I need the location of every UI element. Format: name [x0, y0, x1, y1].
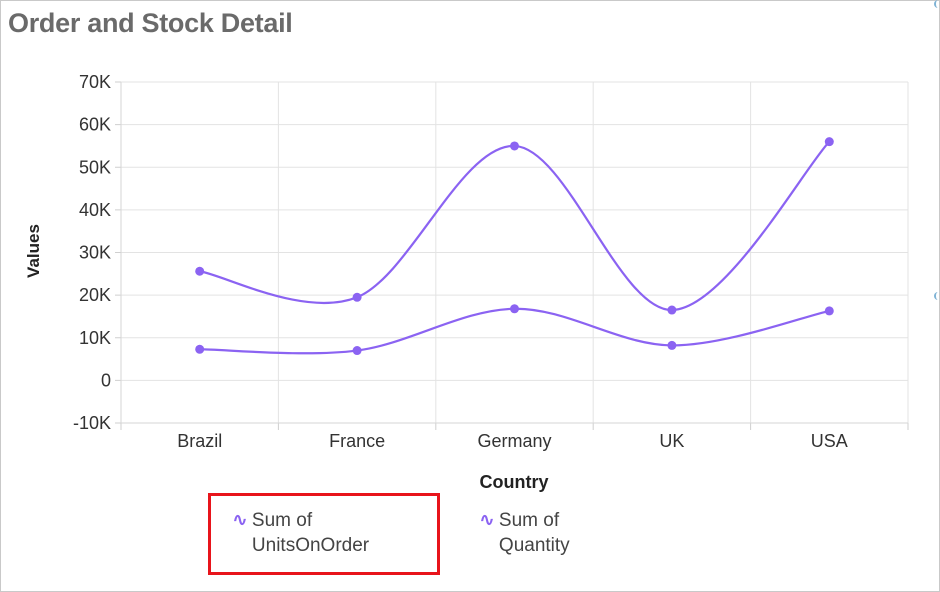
- y-tick-label: 20K: [79, 285, 111, 305]
- series-line: [199, 307, 830, 355]
- legend-item-units-on-order[interactable]: ∿ Sum of UnitsOnOrder: [232, 508, 402, 558]
- y-tick-label: 40K: [79, 200, 111, 220]
- data-point: [195, 344, 205, 354]
- y-axis: -10K 0 10K 20K 30K 40K 50K 60K 70K: [73, 72, 122, 433]
- spline-icon: ∿: [232, 510, 248, 531]
- resize-handle-icon[interactable]: [934, 0, 940, 8]
- y-tick-label: 70K: [79, 72, 111, 92]
- spline-icon: ∿: [479, 510, 495, 531]
- y-tick-label: 60K: [79, 115, 111, 135]
- legend-item-quantity[interactable]: ∿ Sum of Quantity: [479, 508, 649, 558]
- x-tick-label: France: [329, 431, 385, 451]
- y-tick-label: 30K: [79, 243, 111, 263]
- x-tick-label: UK: [659, 431, 684, 451]
- legend-label: UnitsOnOrder: [251, 535, 370, 556]
- y-tick-label: -10K: [73, 413, 111, 433]
- y-tick-label: 0: [101, 370, 111, 390]
- legend-label: Sum of: [498, 510, 560, 531]
- legend-label: Quantity: [498, 535, 570, 556]
- data-point: [824, 137, 834, 147]
- data-point: [510, 304, 519, 314]
- x-tick-label: USA: [811, 431, 848, 451]
- legend-label: Sum of: [251, 510, 313, 531]
- data-point: [510, 141, 519, 151]
- y-axis-label: Values: [24, 224, 43, 278]
- data-point: [352, 292, 362, 302]
- line-chart: -10K 0 10K 20K 30K 40K 50K 60K 70K Brazil France G…: [24, 72, 909, 492]
- x-tick-label: Germany: [477, 431, 551, 451]
- series-layer: [195, 137, 834, 356]
- series-line: [199, 140, 831, 312]
- x-axis-label: Country: [480, 472, 549, 492]
- series-units-on-order: [195, 304, 834, 356]
- data-point: [195, 266, 205, 276]
- grid-lines: [120, 81, 909, 424]
- y-tick-label: 10K: [79, 328, 111, 348]
- series-quantity: [195, 137, 834, 315]
- data-point: [352, 346, 362, 356]
- y-tick-label: 50K: [79, 157, 111, 177]
- legend-highlight-box: [208, 493, 440, 575]
- data-point: [824, 306, 834, 316]
- chart-title: Order and Stock Detail: [8, 8, 293, 38]
- x-tick-label: Brazil: [177, 431, 222, 451]
- data-point: [667, 340, 677, 350]
- resize-handle-icon[interactable]: [934, 292, 940, 300]
- x-axis: Brazil France Germany UK USA: [120, 422, 909, 451]
- data-point: [667, 305, 677, 315]
